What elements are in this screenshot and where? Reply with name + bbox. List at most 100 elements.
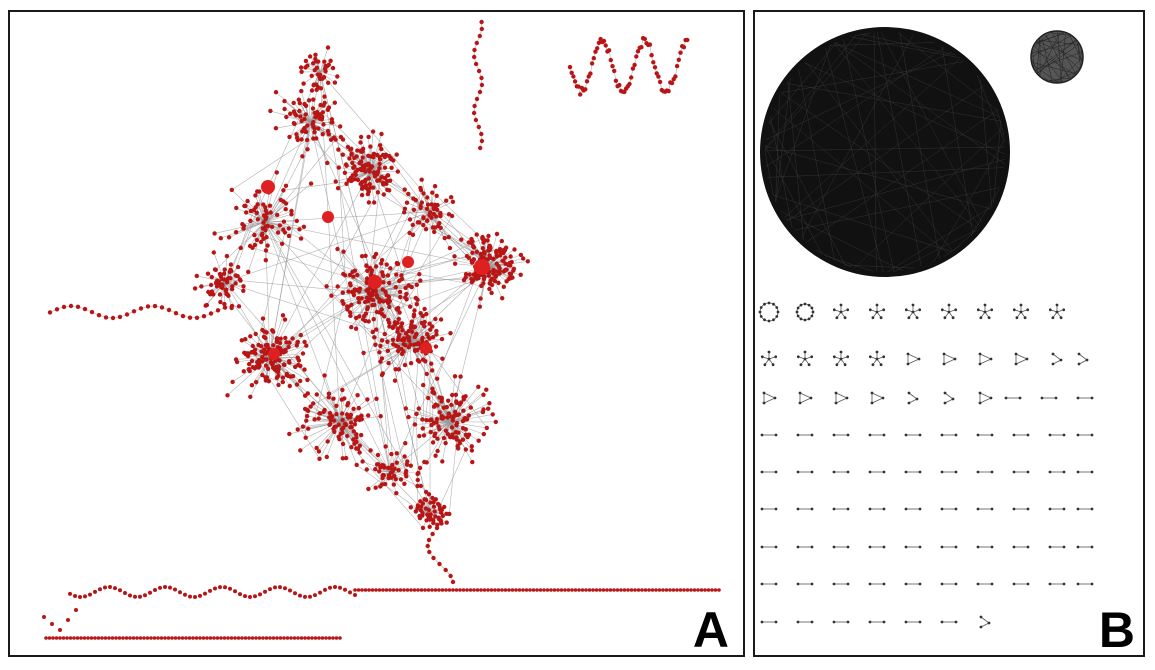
node [348,310,353,315]
node [451,588,455,592]
node [491,256,496,262]
node [314,136,319,141]
node [375,295,380,300]
node [832,355,836,359]
node [260,372,265,378]
node [493,274,498,279]
node [145,636,150,640]
node [454,423,459,428]
node [419,504,424,509]
node [377,350,382,355]
node [433,344,439,349]
node [798,401,802,405]
node [319,117,324,122]
small-component [904,545,922,549]
node [456,430,461,435]
node [282,230,288,235]
node [608,588,613,592]
node [331,418,337,423]
node [430,386,435,391]
small-component [1048,582,1066,586]
node [1019,303,1023,307]
node [386,153,392,159]
small-component [906,352,921,366]
edge [432,392,434,443]
node [449,195,454,200]
node [414,282,419,287]
edge [255,232,286,354]
small-component [904,620,922,624]
node [342,170,348,175]
node [879,316,883,320]
edge [806,110,998,243]
node [443,567,448,573]
node [83,594,87,599]
node [524,588,529,592]
node [275,212,280,218]
node [260,354,265,360]
node [322,66,328,71]
node [951,316,955,320]
node [353,588,357,592]
node [152,636,157,640]
node [1077,352,1081,356]
node [976,433,980,437]
node [153,588,157,592]
node [220,285,225,291]
node [163,636,167,640]
node [569,70,574,75]
node [983,310,987,314]
node [703,588,707,592]
node [321,409,326,415]
node [289,208,294,214]
node [221,271,227,276]
edge [861,34,956,56]
node [332,80,338,85]
node [215,308,221,313]
node [379,174,385,180]
node [283,586,287,591]
node [490,412,495,417]
node [1062,308,1066,312]
node [717,588,721,592]
node [377,157,383,162]
node [219,636,223,640]
node [469,444,474,449]
node [500,588,504,592]
node [396,316,401,322]
node [503,267,508,272]
edge [369,171,385,195]
node [758,310,762,314]
node [297,101,302,106]
node [379,131,384,137]
node [486,588,490,592]
node [391,158,396,163]
hub-node [420,342,432,354]
node [345,403,350,408]
node [335,284,340,289]
node [264,330,269,335]
node [450,392,455,398]
node [419,177,424,182]
edge [231,189,266,223]
node [54,636,59,640]
node [1085,358,1089,362]
node [954,582,958,586]
node [152,303,158,309]
node [365,191,371,197]
node [368,448,373,453]
node [246,367,251,372]
edge [221,278,355,292]
node [433,588,438,592]
node [427,549,432,555]
small-component [1012,545,1030,549]
node [1090,470,1094,474]
edge [375,344,407,477]
edge [1032,51,1035,68]
node [226,636,230,640]
node [411,314,416,319]
node [845,396,849,400]
node [521,588,525,592]
node [288,111,293,117]
small-component [868,433,886,437]
